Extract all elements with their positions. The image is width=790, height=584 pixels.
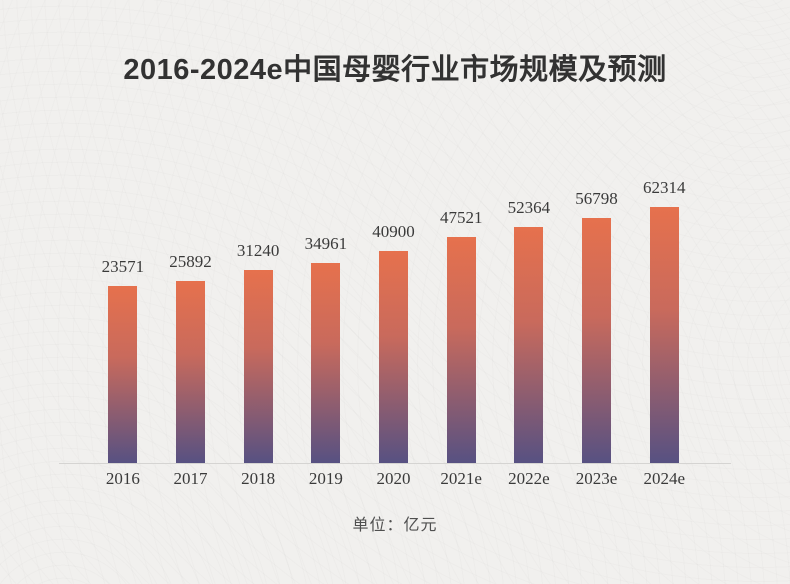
plot-column: 23571: [89, 168, 157, 463]
bar-value-label: 56798: [575, 189, 618, 208]
plot-column: 40900: [360, 168, 428, 463]
unit-label: 单位：亿元: [352, 517, 438, 534]
bar-value-label: 23571: [101, 257, 145, 276]
bar: [243, 270, 273, 463]
bar: [649, 207, 679, 463]
plot-column: 47521: [427, 168, 495, 463]
bar-value-label: 52364: [507, 198, 551, 217]
bar-value-label: 31240: [236, 241, 280, 260]
chart-title: 2016-2024e中国母婴行业市场规模及预测: [123, 54, 667, 86]
x-axis-label: 2022e: [508, 469, 550, 488]
bar-value-label: 47521: [439, 208, 483, 227]
bar: [514, 227, 544, 463]
bar-value-label: 34961: [304, 234, 348, 253]
bar: [176, 281, 205, 463]
plot-column: 52364: [495, 168, 563, 463]
bar-value-label: 62314: [642, 178, 686, 197]
plot-column: 56798: [563, 168, 631, 463]
plot-column: 25892: [157, 168, 225, 463]
x-axis-label: 2024e: [643, 469, 685, 488]
bar: [379, 251, 409, 463]
x-axis-label: 2020: [376, 469, 411, 488]
plot-column: 31240: [224, 168, 292, 463]
x-axis-label: 2019: [308, 469, 343, 488]
x-axis-label: 2023e: [575, 469, 618, 488]
bar-value-label: 25892: [169, 252, 212, 271]
bar: [582, 218, 612, 463]
x-axis-label: 2021e: [440, 469, 482, 488]
x-axis-label: 2016: [105, 469, 140, 488]
bar: [446, 237, 476, 463]
plot-column: 62314: [630, 168, 698, 463]
bar-value-label: 40900: [372, 222, 415, 241]
x-axis-line: [59, 463, 731, 464]
x-axis-label: 2017: [173, 469, 208, 488]
bar: [108, 286, 138, 463]
x-axis-label: 2018: [241, 469, 276, 488]
bar: [311, 263, 341, 463]
x-axis-labels: 2016 2017 2018 2019 2020 2021e 2022e 2023e 2024e: [89, 469, 698, 489]
plot-area: 23571 25892 31240 34961 40900 47521 52364 56798…: [89, 168, 698, 463]
plot-column: 34961: [292, 168, 360, 463]
